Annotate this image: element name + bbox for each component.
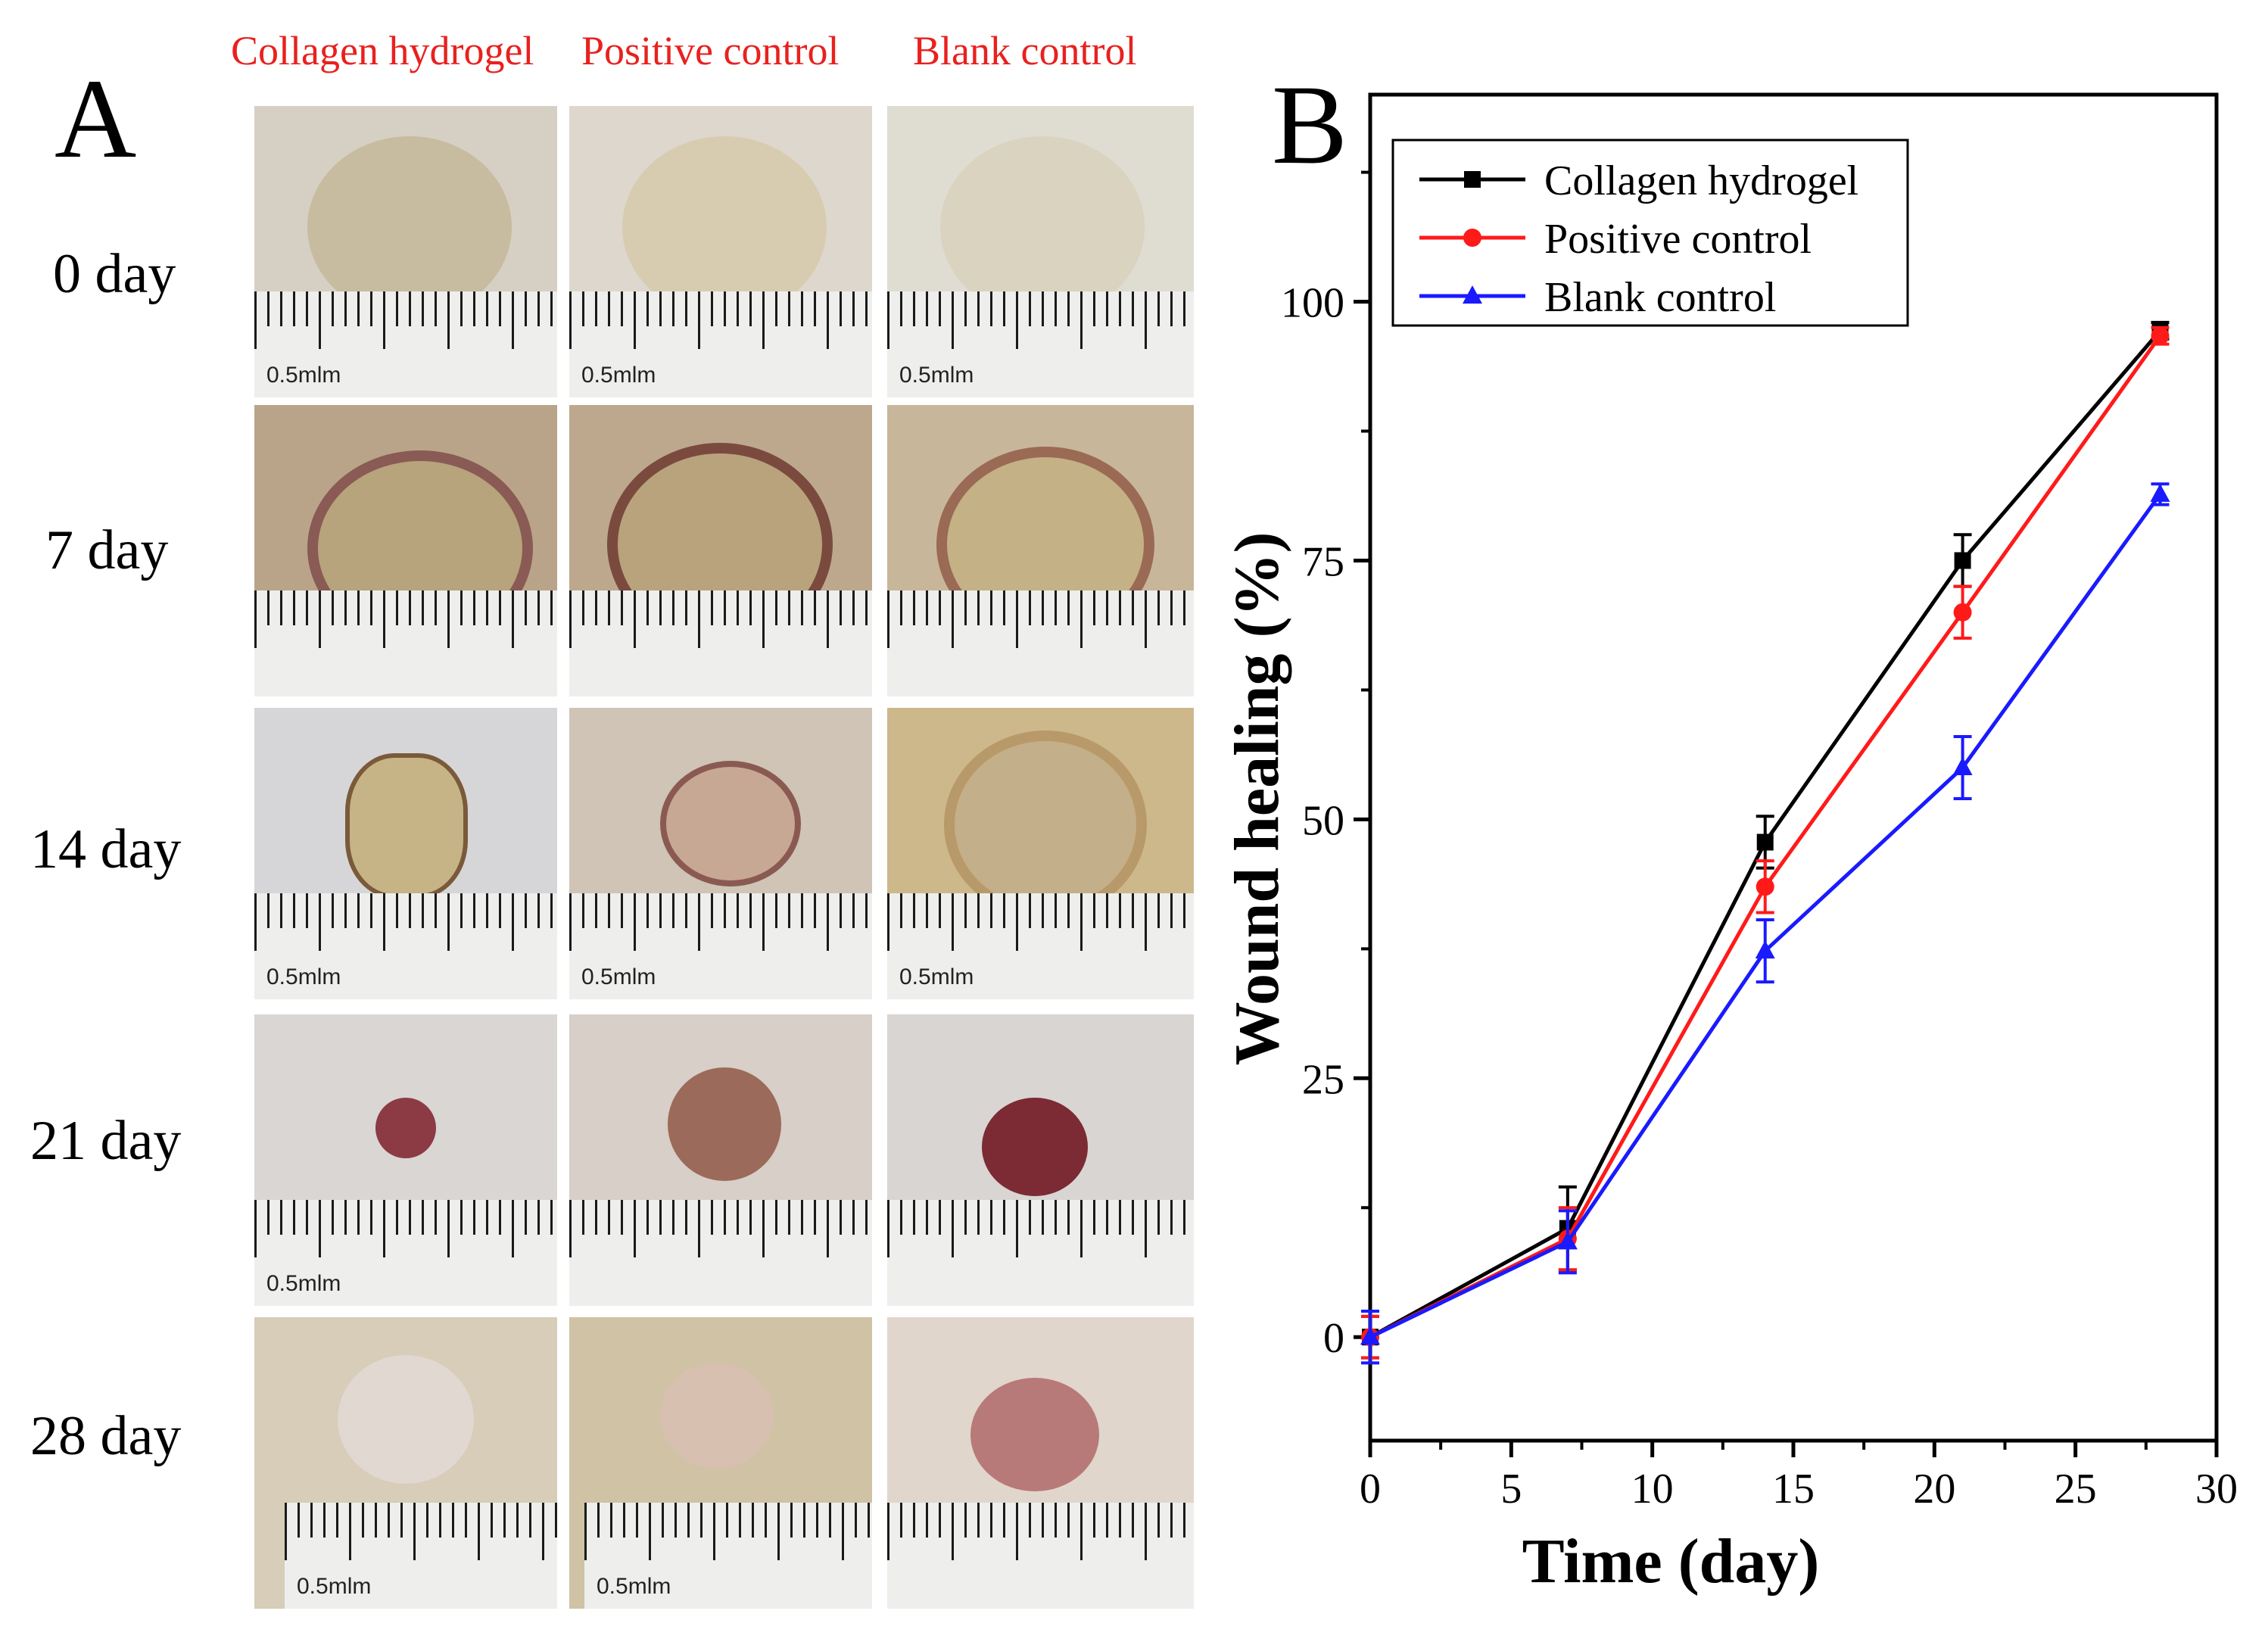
column-header-blank: Blank control [913, 28, 1137, 73]
legend-label: Blank control [1544, 274, 1776, 321]
row-label-day-0: 0 day [53, 243, 176, 305]
x-tick-label: 30 [2195, 1466, 2238, 1513]
data-point [1360, 1326, 1380, 1345]
panel-a-photo-grid: A Collagen hydrogel Positive control Bla… [30, 28, 1194, 1609]
x-tick-label: 0 [1360, 1466, 1381, 1513]
chart-axes: 0 5 10 15 20 25 30 0 25 50 75 100 [1281, 92, 2238, 1513]
wound-photo: 0.5mlm [569, 708, 872, 999]
wound-photo [887, 405, 1194, 696]
series-blank-control [1360, 482, 2170, 1365]
wound-photo: 0.5mlm [569, 106, 872, 397]
wound-healing-chart: B 0 5 10 15 20 25 30 0 25 50 75 100 Collagen hydrog… [1222, 62, 2238, 1597]
x-axis-label: Time (day) [1522, 1526, 1820, 1597]
wound-photo [887, 1317, 1194, 1609]
legend-marker [1463, 229, 1481, 247]
x-tick-label: 10 [1631, 1466, 1674, 1513]
data-point [1756, 833, 1774, 851]
x-tick-label: 5 [1500, 1466, 1522, 1513]
legend-label: Positive control [1544, 216, 1812, 263]
wound-photo: 0.5mlm [254, 1317, 557, 1609]
data-point [1557, 1231, 1578, 1250]
wound-photo: 0.5mlm [254, 106, 557, 397]
series-line [1369, 493, 2162, 1339]
y-tick-label: 75 [1302, 538, 1344, 585]
data-point [2151, 326, 2170, 345]
data-point [2150, 483, 2170, 502]
data-point [1954, 552, 1971, 569]
row-label-day-7: 7 day [45, 519, 169, 581]
panel-a-letter: A [55, 56, 137, 182]
row-label-day-14: 14 day [30, 818, 182, 880]
y-tick-label: 100 [1281, 280, 1344, 327]
legend-marker [1464, 171, 1481, 188]
wound-photo [887, 1014, 1194, 1306]
wound-photo: 0.5mlm [569, 1317, 872, 1609]
wound-photo: 0.5mlm [254, 1014, 557, 1306]
wound-photo [254, 405, 557, 696]
data-point [1953, 603, 1972, 622]
column-header-positive: Positive control [581, 28, 840, 73]
row-label-day-21: 21 day [30, 1110, 182, 1172]
y-tick-label: 50 [1302, 797, 1344, 844]
column-header-collagen: Collagen hydrogel [231, 28, 534, 73]
x-tick-label: 15 [1772, 1466, 1815, 1513]
chart-legend: Collagen hydrogel Positive control Blank c… [1391, 139, 1909, 327]
x-tick-label: 20 [1913, 1466, 1955, 1513]
y-tick-label: 25 [1302, 1056, 1344, 1103]
legend-marker [1463, 285, 1482, 304]
wound-photo [569, 405, 872, 696]
data-point [1952, 757, 1973, 775]
data-point [1756, 877, 1774, 896]
data-point [1755, 940, 1775, 959]
y-axis-label: Wound healing (%) [1222, 532, 1292, 1066]
x-tick-label: 25 [2055, 1466, 2097, 1513]
y-tick-label: 0 [1323, 1315, 1344, 1362]
wound-photo: 0.5mlm [887, 106, 1194, 397]
wound-photo: 0.5mlm [887, 708, 1194, 999]
series-collagen-hydrogel [1361, 320, 2170, 1360]
wound-photo [569, 1014, 872, 1306]
wound-photo: 0.5mlm [254, 708, 557, 999]
chart-series-layer [1360, 320, 2170, 1365]
legend-label: Collagen hydrogel [1544, 157, 1858, 204]
row-label-day-28: 28 day [30, 1405, 182, 1467]
panel-b-letter: B [1272, 62, 1347, 188]
